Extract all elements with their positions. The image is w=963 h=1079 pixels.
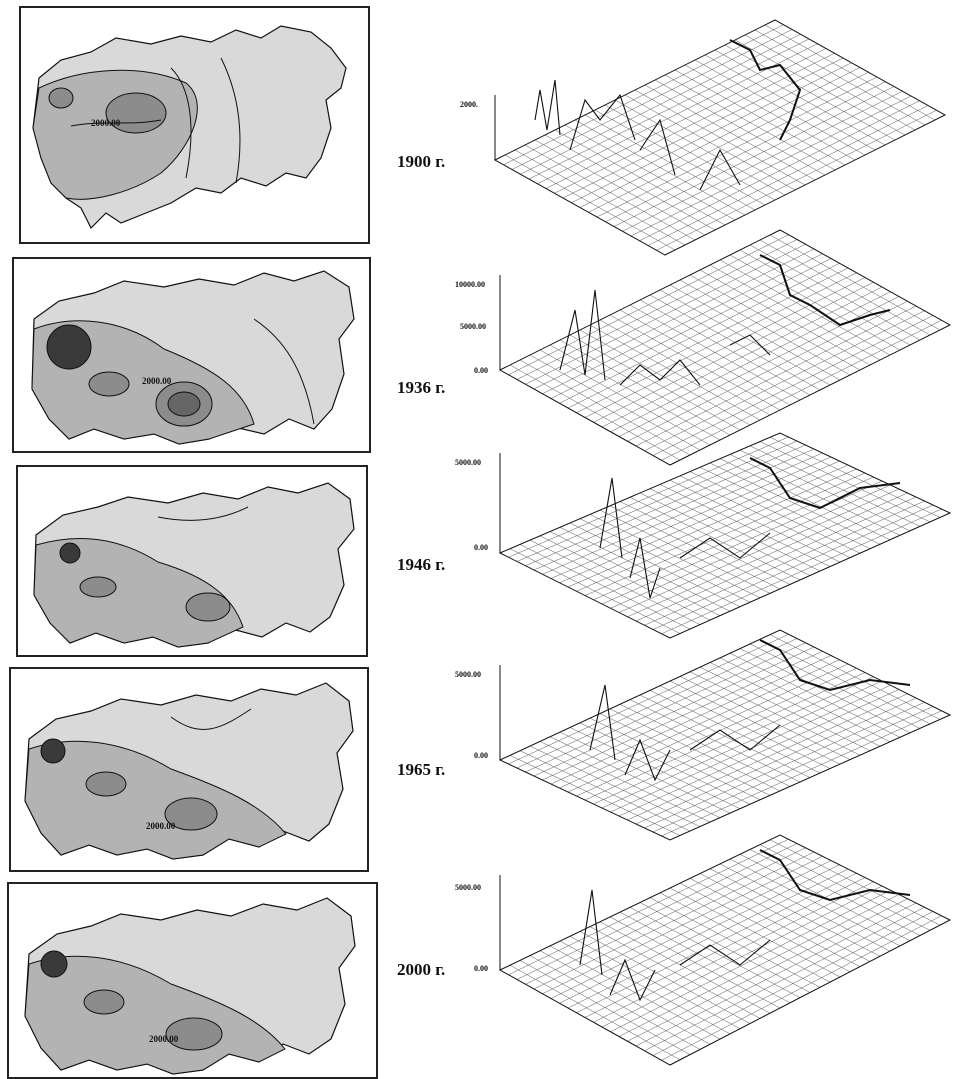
year-label-1900: 1900 г. bbox=[397, 152, 446, 171]
contour-map-graphic: 2000.00 bbox=[24, 897, 356, 1075]
contour-map-1900: 2000.00 bbox=[19, 6, 370, 244]
contour-label: 2000.00 bbox=[91, 118, 121, 128]
axis-tick-label: 5000.00 bbox=[455, 458, 481, 467]
axis-tick-label: 0.00 bbox=[474, 543, 488, 552]
surface-plot-1936: 10000.00 5000.00 0.00 bbox=[455, 229, 952, 466]
surface-plot-1946: 5000.00 0.00 bbox=[455, 432, 952, 639]
axis-tick-label: 5000.00 bbox=[455, 883, 481, 892]
surface-plot-1965: 5000.00 0.00 bbox=[455, 629, 952, 841]
contour-map-graphic: 2000.00 bbox=[24, 682, 354, 860]
contour-map-1946 bbox=[16, 465, 368, 657]
year-label-1965: 1965 г. bbox=[397, 760, 446, 779]
axis-tick-label: 0.00 bbox=[474, 964, 488, 973]
contour-map-graphic: 2000.00 bbox=[31, 270, 355, 445]
contour-map-graphic bbox=[33, 482, 355, 648]
contour-label: 2000.00 bbox=[142, 376, 172, 386]
year-label-1936: 1936 г. bbox=[397, 378, 446, 397]
contour-label: 2000.00 bbox=[149, 1034, 179, 1044]
axis-tick-label: 5000.00 bbox=[460, 322, 486, 331]
axis-tick-label: 0.00 bbox=[474, 366, 488, 375]
year-label-1946: 1946 г. bbox=[397, 555, 446, 574]
axis-tick-label: 5000.00 bbox=[455, 670, 481, 679]
axis-tick-label: 2000. bbox=[460, 100, 478, 109]
axis-tick-label: 0.00 bbox=[474, 751, 488, 760]
contour-map-1965: 2000.00 bbox=[9, 667, 369, 872]
surface-plot-2000: 5000.00 0.00 bbox=[455, 834, 952, 1066]
contour-map-2000: 2000.00 bbox=[7, 882, 378, 1079]
axis-tick-label: 10000.00 bbox=[455, 280, 485, 289]
contour-map-1936: 2000.00 bbox=[12, 257, 371, 453]
contour-map-graphic: 2000.00 bbox=[32, 25, 347, 230]
contour-label: 2000.00 bbox=[146, 821, 176, 831]
year-label-2000: 2000 г. bbox=[397, 960, 446, 979]
surface-plot-1900: 2000. bbox=[460, 19, 947, 256]
